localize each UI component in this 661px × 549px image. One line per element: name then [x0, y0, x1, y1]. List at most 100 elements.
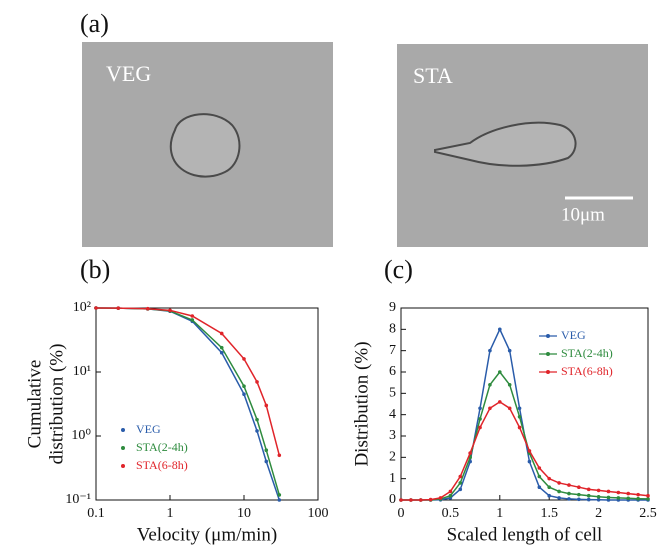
data-point: [219, 345, 224, 350]
y-tick-label: 10⁻¹: [65, 492, 91, 507]
data-point: [517, 425, 522, 430]
data-point: [190, 314, 195, 318]
data-point: [557, 481, 561, 485]
legend-label: STA(2-4h): [561, 346, 613, 360]
y-tick-label: 7: [389, 343, 396, 358]
data-point: [219, 331, 224, 336]
image-label: STA: [413, 63, 453, 88]
data-point: [458, 487, 463, 492]
data-point: [537, 466, 542, 470]
data-point: [219, 350, 224, 355]
legend-label: STA(6-8h): [561, 364, 613, 378]
data-point: [488, 383, 492, 387]
scale-bar-label: 10μm: [561, 204, 605, 225]
legend-label: VEG: [561, 328, 586, 342]
data-point: [586, 487, 591, 492]
data-point: [399, 498, 403, 502]
data-point: [646, 497, 650, 501]
legend-marker: [121, 428, 125, 432]
legend-marker: [121, 464, 125, 468]
panel-label: (b): [80, 255, 110, 284]
series-line: [401, 400, 649, 501]
data-point: [547, 476, 551, 481]
data-point: [537, 485, 542, 490]
data-point: [507, 406, 512, 411]
data-point: [596, 488, 601, 493]
data-point: [626, 496, 631, 501]
data-point: [636, 496, 640, 501]
data-point: [547, 493, 551, 498]
data-point: [448, 493, 453, 498]
legend-label: STA(2-4h): [136, 440, 188, 454]
data-point: [255, 429, 259, 433]
x-tick-label: 1: [496, 506, 503, 521]
data-point: [606, 498, 611, 502]
data-point: [116, 306, 121, 310]
data-point: [94, 306, 98, 310]
y-tick-label: 5: [389, 386, 396, 401]
x-tick-label: 2.5: [639, 506, 657, 521]
data-point: [567, 483, 571, 487]
y-tick-label: 10¹: [73, 364, 91, 379]
y-tick-label: 8: [389, 322, 396, 337]
data-point: [264, 448, 269, 452]
panel-label: (c): [384, 255, 413, 284]
data-point: [242, 357, 246, 361]
x-tick-label: 0: [398, 506, 405, 521]
plot-frame: [95, 307, 319, 501]
data-point: [168, 308, 172, 313]
data-point: [255, 380, 259, 384]
data-point: [478, 406, 482, 411]
legend-marker: [121, 446, 125, 450]
data-point: [606, 489, 611, 494]
data-point: [438, 496, 443, 500]
data-point: [507, 383, 512, 387]
data-point: [418, 498, 423, 502]
y-tick-label: 6: [389, 364, 396, 379]
y-axis-label: distribution (%): [46, 344, 67, 465]
data-point: [428, 497, 433, 502]
data-point: [507, 348, 512, 353]
x-tick-label: 100: [308, 506, 329, 521]
data-point: [468, 451, 472, 455]
data-point: [458, 481, 463, 485]
legend-marker: [546, 352, 550, 356]
cell: [434, 121, 577, 167]
y-axis-label: Cumulative: [24, 360, 45, 449]
data-point: [577, 492, 581, 497]
data-point: [264, 403, 269, 408]
data-point: [488, 406, 492, 411]
data-point: [586, 497, 591, 502]
data-point: [577, 485, 581, 490]
data-point: [596, 497, 601, 502]
data-point: [626, 491, 631, 496]
data-point: [190, 318, 195, 322]
x-tick-label: 0.5: [442, 506, 460, 521]
x-tick-label: 10: [237, 506, 251, 521]
data-point: [498, 400, 502, 404]
data-point: [264, 459, 269, 464]
plot-frame: [400, 307, 649, 501]
data-point: [409, 498, 413, 502]
data-point: [567, 491, 571, 496]
series-line: [401, 370, 649, 501]
data-point: [537, 474, 542, 479]
data-point: [478, 417, 482, 421]
legend-marker: [546, 370, 550, 374]
legend-marker: [546, 334, 550, 338]
y-tick-label: 1: [389, 471, 396, 486]
data-point: [478, 425, 482, 430]
data-point: [596, 495, 601, 499]
data-point: [242, 384, 246, 388]
y-tick-label: 10²: [73, 300, 91, 315]
x-axis-label: Velocity (μm/min): [137, 524, 278, 545]
y-tick-label: 2: [389, 450, 396, 465]
data-point: [527, 449, 532, 453]
legend-label: VEG: [136, 422, 161, 436]
data-point: [527, 459, 532, 464]
data-point: [458, 474, 463, 479]
x-tick-label: 0.1: [87, 506, 105, 521]
data-point: [488, 348, 492, 353]
data-point: [586, 493, 591, 498]
series-line: [95, 307, 281, 456]
